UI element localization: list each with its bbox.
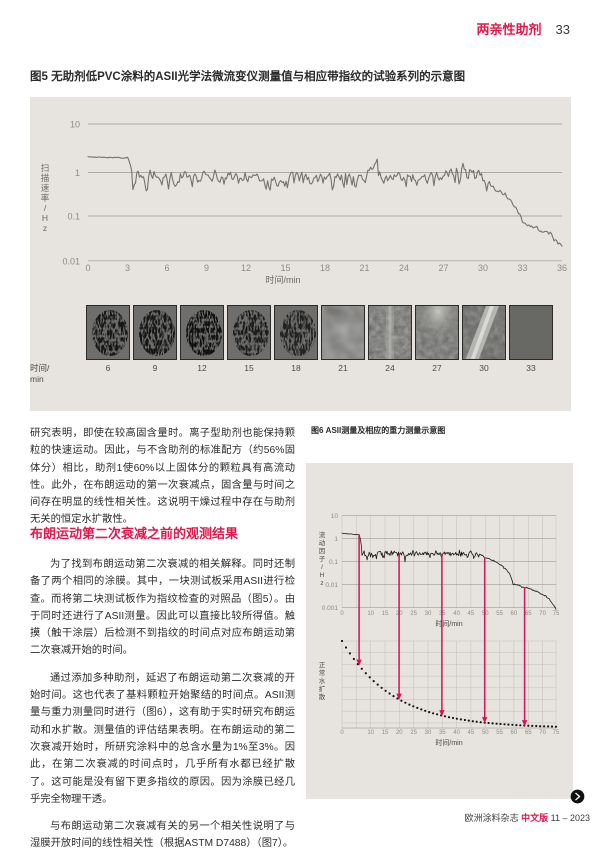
svg-text:子: 子: [319, 555, 326, 563]
svg-text:扩: 扩: [319, 684, 326, 693]
svg-text:时间/min: 时间/min: [435, 738, 462, 747]
svg-text:40: 40: [453, 611, 460, 617]
svg-text:H: H: [42, 213, 48, 223]
svg-text:65: 65: [525, 611, 532, 617]
svg-text:50: 50: [482, 730, 489, 736]
svg-text:30: 30: [425, 730, 432, 736]
svg-text:70: 70: [539, 611, 546, 617]
svg-text:0.1: 0.1: [67, 212, 80, 222]
svg-text:30: 30: [425, 611, 432, 617]
svg-text:3: 3: [125, 263, 130, 273]
svg-text:45: 45: [468, 611, 475, 617]
svg-text:/: /: [44, 203, 47, 213]
svg-text:30: 30: [478, 263, 488, 273]
svg-text:1: 1: [75, 168, 80, 178]
svg-text:H: H: [320, 572, 325, 579]
svg-text:0: 0: [85, 263, 90, 273]
svg-text:6: 6: [164, 263, 169, 273]
svg-text:50: 50: [482, 611, 489, 617]
svg-text:速: 速: [41, 183, 50, 193]
svg-text:55: 55: [496, 611, 503, 617]
svg-text:12: 12: [241, 263, 251, 273]
svg-text:10: 10: [331, 513, 339, 520]
svg-text:10: 10: [367, 611, 374, 617]
svg-text:0.01: 0.01: [325, 582, 338, 589]
svg-text:15: 15: [382, 730, 389, 736]
svg-text:55: 55: [496, 730, 503, 736]
svg-text:/: /: [321, 564, 323, 571]
svg-text:15: 15: [382, 611, 389, 617]
svg-text:时间/min: 时间/min: [265, 274, 300, 285]
svg-text:流: 流: [319, 530, 326, 539]
svg-text:z: z: [43, 223, 47, 233]
svg-text:0: 0: [340, 730, 344, 736]
svg-text:散: 散: [319, 692, 326, 701]
svg-text:1: 1: [334, 536, 338, 543]
svg-text:扫: 扫: [41, 163, 50, 173]
svg-text:18: 18: [320, 263, 330, 273]
svg-text:9: 9: [204, 263, 209, 273]
svg-text:10: 10: [367, 730, 374, 736]
svg-text:24: 24: [399, 263, 409, 273]
svg-text:45: 45: [468, 730, 475, 736]
svg-text:65: 65: [525, 730, 532, 736]
svg-text:z: z: [320, 580, 323, 587]
svg-text:时间/min: 时间/min: [435, 619, 462, 628]
svg-text:10: 10: [70, 120, 80, 130]
svg-text:15: 15: [280, 263, 290, 273]
svg-text:70: 70: [539, 730, 546, 736]
svg-text:常: 常: [319, 668, 326, 677]
svg-text:33: 33: [517, 263, 527, 273]
svg-text:因: 因: [319, 547, 326, 555]
svg-text:75: 75: [553, 730, 560, 736]
svg-text:0: 0: [340, 611, 344, 617]
svg-text:60: 60: [511, 611, 518, 617]
svg-text:27: 27: [438, 263, 448, 273]
svg-text:动: 动: [319, 539, 326, 547]
svg-text:0.01: 0.01: [62, 256, 80, 266]
svg-text:水: 水: [319, 676, 326, 685]
svg-text:率: 率: [41, 193, 50, 203]
svg-text:25: 25: [410, 730, 417, 736]
svg-text:描: 描: [41, 173, 50, 183]
svg-text:25: 25: [410, 611, 417, 617]
svg-text:0.001: 0.001: [322, 605, 339, 612]
svg-text:正: 正: [319, 661, 326, 669]
svg-text:0.1: 0.1: [329, 559, 338, 566]
svg-text:21: 21: [359, 263, 369, 273]
svg-text:75: 75: [553, 611, 560, 617]
svg-text:40: 40: [453, 730, 460, 736]
svg-text:36: 36: [557, 263, 567, 273]
svg-text:35: 35: [439, 730, 446, 736]
svg-text:20: 20: [396, 730, 403, 736]
svg-text:60: 60: [511, 730, 518, 736]
